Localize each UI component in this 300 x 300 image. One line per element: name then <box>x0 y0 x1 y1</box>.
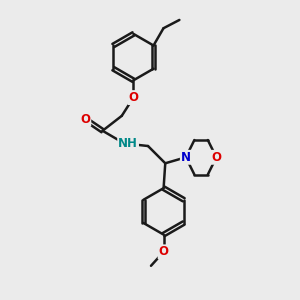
Text: O: O <box>159 245 169 258</box>
Text: NH: NH <box>118 137 138 150</box>
Text: N: N <box>181 151 191 164</box>
Text: O: O <box>212 151 221 164</box>
Text: O: O <box>128 91 138 104</box>
Text: O: O <box>80 112 90 126</box>
